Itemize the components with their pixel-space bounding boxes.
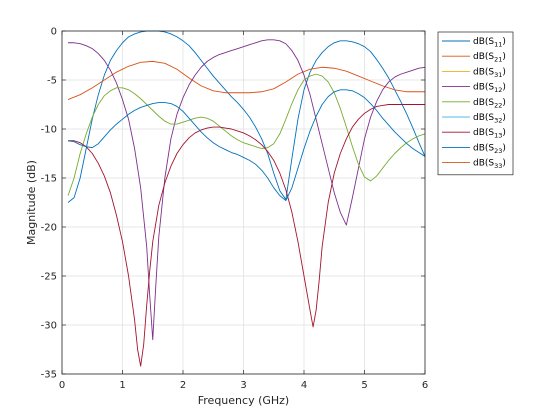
y-axis-label: Magnitude (dB) [25, 160, 38, 245]
legend-label: dB(S33) [473, 159, 506, 171]
tick-labels: 0 1 2 3 4 5 6 0 -5 -10 -15 -20 -25 -30 -35 [41, 27, 429, 392]
x-tick-label: 5 [361, 380, 367, 391]
legend-label: dB(S21) [473, 52, 506, 64]
legend-label: dB(S22) [473, 98, 506, 110]
y-tick-label: -35 [41, 370, 57, 381]
y-tick-label: -25 [41, 272, 57, 283]
y-tick-label: 0 [51, 27, 57, 38]
y-tick-label: -30 [41, 321, 57, 332]
x-tick-label: 0 [59, 380, 65, 391]
series-layer [67, 30, 426, 367]
series-line-22 [67, 73, 426, 196]
x-tick-label: 3 [240, 380, 246, 391]
series-line-23 [67, 89, 426, 201]
y-tick-label: -10 [41, 125, 57, 136]
legend-label: dB(S12) [473, 83, 506, 95]
series-line-21 [67, 60, 425, 101]
x-axis-label: Frequency (GHz) [198, 394, 289, 407]
series-line-12 [68, 39, 426, 341]
plot-area: 0 1 2 3 4 5 6 0 -5 -10 -15 -20 -25 -30 -35 [41, 27, 429, 392]
legend-label: dB(S11) [473, 37, 506, 49]
legend-label: dB(S13) [473, 128, 506, 140]
legend: dB(S11) dB(S21) dB(S31) dB(S12) dB(S22) dB(S3… [437, 31, 514, 176]
series-line-11 [67, 30, 426, 203]
y-tick-label: -15 [41, 174, 57, 185]
legend-label: dB(S32) [473, 113, 506, 125]
x-tick-label: 2 [180, 380, 186, 391]
x-tick-label: 1 [119, 380, 125, 391]
y-tick-label: -5 [47, 76, 57, 87]
y-tick-label: -20 [41, 223, 57, 234]
x-tick-label: 6 [422, 380, 428, 391]
series-line-13 [68, 104, 425, 367]
legend-label: dB(S31) [473, 67, 506, 79]
ticks [61, 30, 426, 375]
x-tick-label: 4 [301, 380, 307, 391]
legend-label: dB(S23) [473, 143, 506, 155]
